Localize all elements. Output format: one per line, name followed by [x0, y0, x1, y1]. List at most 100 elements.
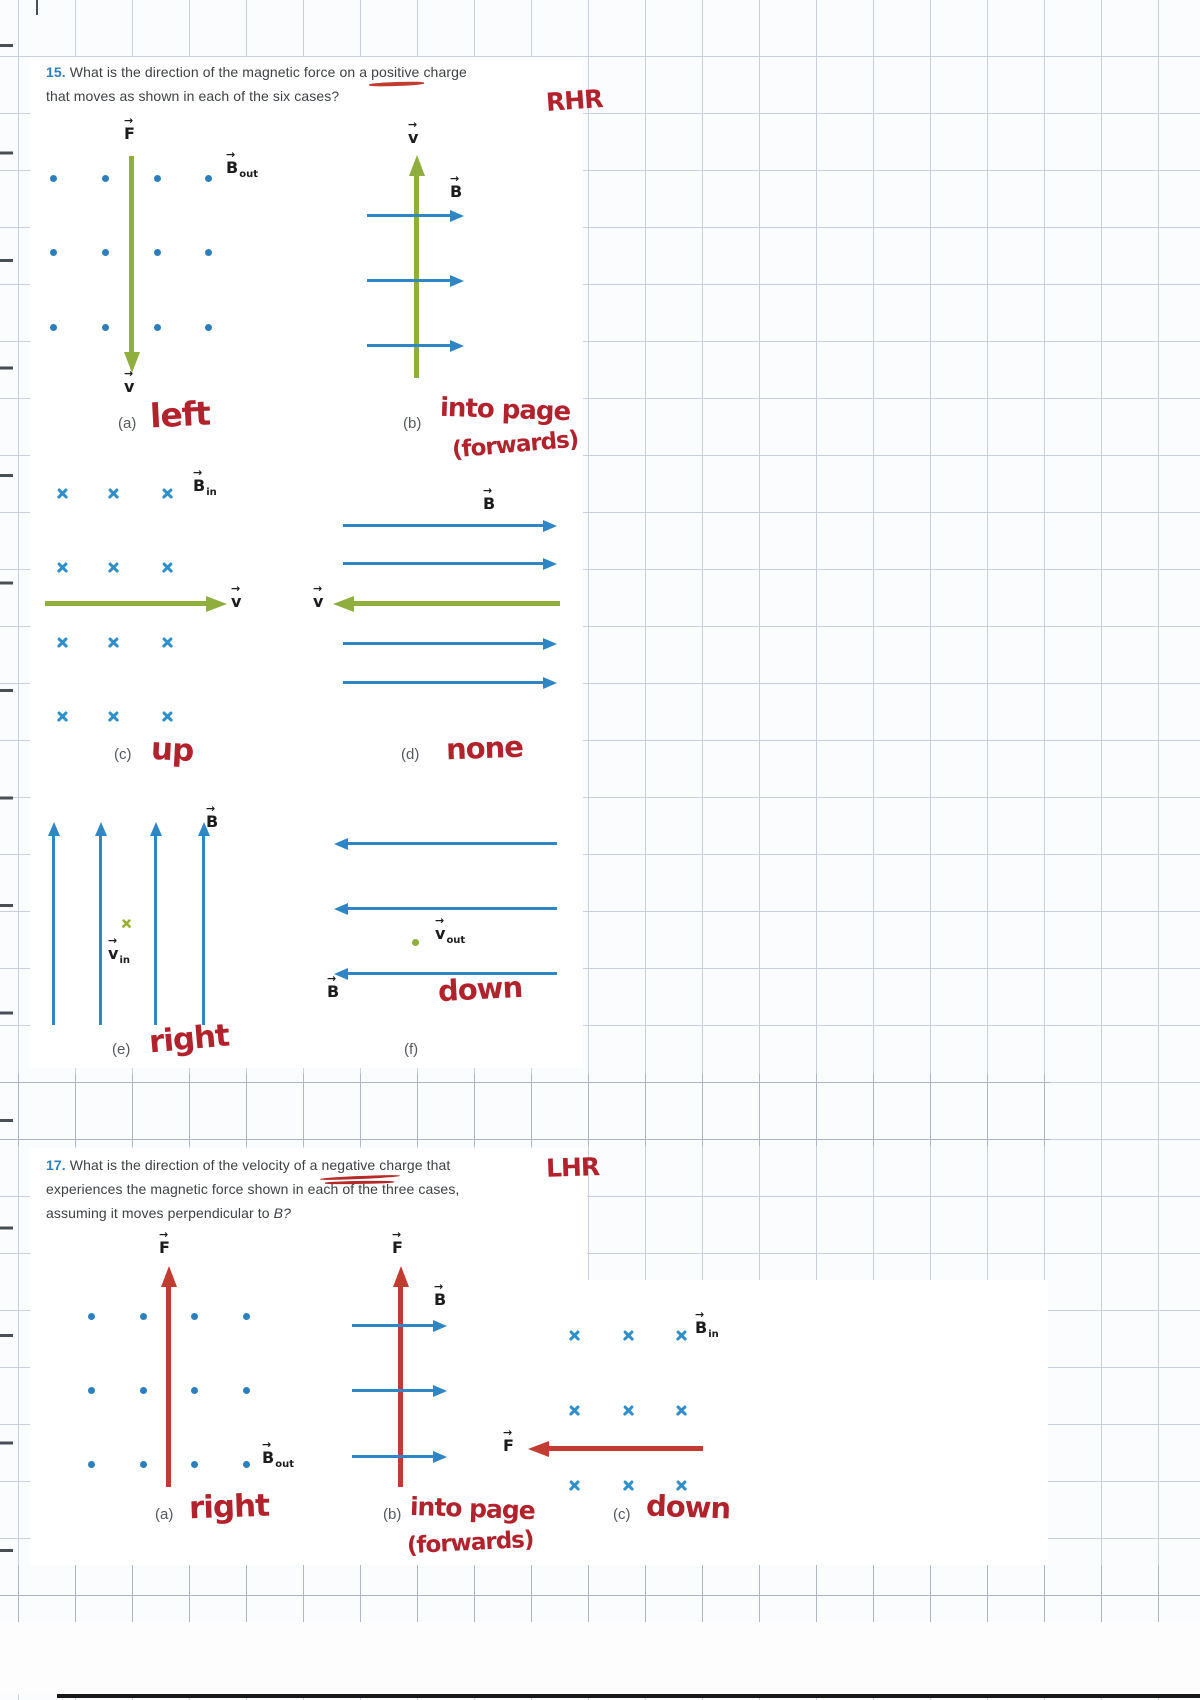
fig15e-velocity-in-label: vin	[108, 934, 130, 966]
problem15-question-prefix: What is the direction of the magnetic fo…	[69, 64, 368, 80]
fig15d-field-arrow-4	[343, 681, 543, 684]
fig17a-dot-mark	[190, 1312, 198, 1320]
answer-15c-ink: up	[150, 730, 195, 770]
fig15a-dot-mark	[153, 174, 161, 182]
fig15a-force-label: F	[124, 114, 135, 143]
answer-15a-ink: left	[149, 393, 211, 436]
fig17a-dot-mark	[139, 1312, 147, 1320]
fig15b-caption: (b)	[403, 415, 422, 432]
fig17c-crosse-mark	[622, 1479, 635, 1492]
underlined-word-positive: positive	[371, 64, 420, 80]
fig15a-velocity-label: v	[124, 367, 134, 396]
fig15e-field-label: B	[206, 802, 218, 831]
fig15f-field-label: B	[327, 972, 339, 1001]
fig17c-force-arrow-left	[549, 1446, 703, 1451]
fig15c-crosse-mark	[107, 487, 120, 500]
fig15e-field-arrow-4	[202, 836, 205, 1025]
answer-17c-ink: down	[645, 1488, 731, 1526]
fig17b-force-label: F	[392, 1228, 403, 1257]
fig15c-crosse-mark	[56, 710, 69, 723]
fig17b-field-label: B	[434, 1280, 446, 1309]
textbook-clip-problem17-left	[30, 1148, 587, 1565]
fig15e-field-arrow-2	[99, 836, 102, 1025]
fig17a-force-arrow-up	[166, 1287, 171, 1487]
problem17-question-line3-text: assuming it moves perpendicular to	[46, 1205, 270, 1221]
fig15e-caption: (e)	[112, 1041, 131, 1058]
fig15c-velocity-arrow-right	[45, 601, 206, 606]
fig15a-dot-mark	[101, 174, 109, 182]
notebook-strip-between-problems	[0, 1074, 1050, 1146]
fig15b-field-arrow-2	[367, 279, 450, 282]
problem15-question-line2: that moves as shown in each of the six c…	[46, 88, 340, 104]
fig17a-dot-mark	[87, 1312, 95, 1320]
fig17a-dot-mark	[190, 1386, 198, 1394]
fig15c-crosse-mark	[107, 636, 120, 649]
problem17-question-line3: assuming it moves perpendicular to B?	[46, 1205, 291, 1221]
annotation-rhr-ink: RHR	[545, 84, 604, 117]
problem15-question-line1: 15. What is the direction of the magnetic…	[46, 64, 471, 80]
fig17c-crosse-mark	[568, 1479, 581, 1492]
fig17c-crosse-mark	[675, 1404, 688, 1417]
fig15a-dot-mark	[204, 323, 212, 331]
problem17-question-prefix: What is the direction of the velocity of…	[69, 1157, 318, 1173]
fig15b-velocity-arrow-up	[414, 176, 419, 378]
fig15d-field-label: B	[483, 484, 495, 513]
answer-15e-ink: right	[147, 1017, 231, 1061]
fig15a-dot-mark	[153, 248, 161, 256]
fig17c-field-in-label: Bin	[695, 1308, 719, 1340]
problem17-number: 17.	[46, 1157, 66, 1173]
answer-17a-ink: right	[188, 1487, 270, 1527]
underlined-word-negative: negative	[321, 1157, 376, 1173]
bottom-blank-band	[0, 1622, 1200, 1694]
fig15c-crosse-mark	[161, 636, 174, 649]
page-bottom-rule	[57, 1694, 1200, 1698]
fig17a-dot-mark	[139, 1386, 147, 1394]
problem17-question-line2: experiences the magnetic force shown in …	[46, 1181, 460, 1197]
fig17a-dot-mark	[190, 1460, 198, 1468]
fig15d-velocity-label: v	[313, 582, 323, 611]
fig15c-caption: (c)	[114, 746, 132, 763]
problem17-question-line3-variable: B?	[273, 1205, 291, 1221]
fig17c-crosse-mark	[622, 1404, 635, 1417]
fig17a-dot-mark	[87, 1460, 95, 1468]
fig17c-crosse-mark	[675, 1479, 688, 1492]
fig15f-velocity-out-label: vout	[435, 914, 465, 946]
fig17c-crosse-mark	[675, 1329, 688, 1342]
fig15f-vdot-mark	[411, 938, 419, 946]
fig15b-field-arrow-3	[367, 344, 450, 347]
fig15c-crosse-mark	[161, 710, 174, 723]
page-edge-ticks	[0, 44, 13, 1589]
fig15d-field-arrow-3	[343, 642, 543, 645]
fig15a-dot-mark	[101, 323, 109, 331]
page-edge-mark	[36, 0, 38, 15]
fig15f-field-arrow-1	[348, 842, 557, 845]
fig15d-field-arrow-2	[343, 562, 543, 565]
fig15a-velocity-arrow-down	[129, 156, 134, 352]
problem17-question-line1: 17. What is the direction of the velocity…	[46, 1157, 454, 1173]
fig17a-caption: (a)	[155, 1506, 174, 1523]
fig15a-caption: (a)	[118, 415, 137, 432]
fig15c-crosse-mark	[161, 561, 174, 574]
fig17c-caption: (c)	[613, 1506, 631, 1523]
answer-17b-ink-line1: into page	[409, 1491, 536, 1526]
fig15a-dot-mark	[49, 323, 57, 331]
fig15c-crosse-mark	[56, 636, 69, 649]
fig15a-dot-mark	[204, 174, 212, 182]
fig15c-crosse-mark	[56, 487, 69, 500]
answer-15b-ink-line1: into page	[439, 392, 571, 428]
fig15c-crosse-mark	[107, 710, 120, 723]
fig15a-dot-mark	[49, 174, 57, 182]
fig15c-field-in-label: Bin	[193, 466, 217, 498]
answer-15f-ink: down	[437, 969, 523, 1009]
fig15b-field-label: B	[450, 172, 462, 201]
fig15c-crosse-mark	[161, 487, 174, 500]
fig15f-caption: (f)	[404, 1041, 419, 1058]
fig17a-dot-mark	[139, 1460, 147, 1468]
fig17c-crosse-mark	[568, 1404, 581, 1417]
textbook-clip-problem17-right	[587, 1280, 1048, 1565]
annotation-lhr-ink: LHR	[545, 1152, 600, 1183]
fig15d-caption: (d)	[401, 746, 420, 763]
fig17c-crosse-mark	[622, 1329, 635, 1342]
fig15a-dot-mark	[49, 248, 57, 256]
